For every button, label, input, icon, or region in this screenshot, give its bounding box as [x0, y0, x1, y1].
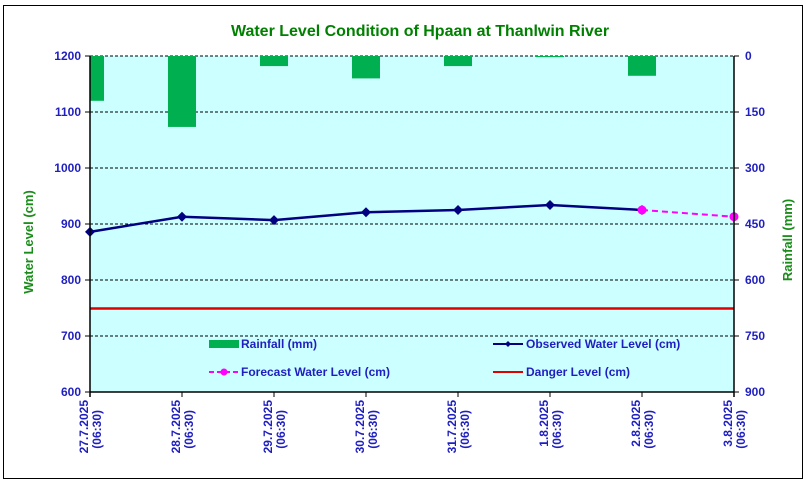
- x-tick-date: 28.7.2025: [169, 400, 183, 454]
- y-tick-label: 700: [61, 329, 81, 343]
- y-tick-label: 1200: [54, 49, 81, 63]
- x-tick-label: 30.7.2025 (06:30): [353, 400, 380, 454]
- y-tick-label: 600: [61, 385, 81, 399]
- legend: Rainfall (mm) Observed Water Level (cm) Fo…: [209, 337, 680, 379]
- x-tick-time: (06:30): [182, 410, 196, 449]
- x-tick-date: 27.7.2025: [77, 400, 91, 454]
- y2-tick-label: 450: [745, 217, 765, 231]
- rainfall-bar: [260, 56, 288, 67]
- chart-title: Water Level Condition of Hpaan at Thanlw…: [231, 23, 609, 40]
- legend-forecast-label: Forecast Water Level (cm): [241, 365, 390, 379]
- y-tick-label: 1000: [54, 161, 81, 175]
- tick-labels: 600 700 800 900 1000 1100 1200 0 150 300 450 600 750…: [54, 49, 765, 453]
- rainfall-bar: [352, 56, 380, 79]
- x-tick-time: (06:30): [642, 410, 656, 449]
- y-tick-label: 1100: [55, 105, 81, 119]
- rainfall-bar: [628, 56, 656, 76]
- y-tick-label: 900: [61, 217, 81, 231]
- x-tick-label: 31.7.2025 (06:30): [445, 400, 472, 454]
- x-tick-label: 3.8.2025 (06:30): [721, 400, 748, 449]
- legend-danger-label: Danger Level (cm): [526, 365, 630, 379]
- x-tick-date: 30.7.2025: [353, 400, 367, 454]
- y2-axis-label: Rainfall (mm): [780, 199, 795, 281]
- y-tick-label: 800: [61, 273, 81, 287]
- y2-tick-label: 150: [745, 105, 765, 119]
- x-tick-label: 27.7.2025 (06:30): [77, 400, 104, 454]
- legend-rainfall-swatch: [209, 340, 239, 348]
- x-tick-time: (06:30): [366, 410, 380, 449]
- rainfall-bar: [536, 56, 564, 58]
- axes: [85, 55, 739, 397]
- y2-tick-label: 600: [745, 273, 765, 287]
- x-tick-label: 28.7.2025 (06:30): [169, 400, 196, 454]
- y2-tick-label: 0: [745, 49, 752, 63]
- x-tick-date: 2.8.2025: [629, 400, 643, 447]
- x-tick-label: 29.7.2025 (06:30): [261, 400, 288, 454]
- rainfall-bar: [90, 56, 104, 101]
- observed-point: [269, 215, 279, 226]
- y-axis-label: Water Level (cm): [21, 190, 36, 294]
- y2-tick-label: 750: [745, 329, 765, 343]
- observed-point: [545, 199, 555, 210]
- y2-tick-label: 900: [745, 385, 765, 399]
- legend-forecast-marker: [220, 368, 228, 376]
- rainfall-bar: [168, 56, 196, 127]
- x-tick-time: (06:30): [90, 410, 104, 449]
- x-tick-label: 2.8.2025 (06:30): [629, 400, 656, 449]
- legend-observed-marker: [505, 341, 511, 347]
- x-tick-date: 29.7.2025: [261, 400, 275, 454]
- forecast-water-level-line: [641, 209, 735, 218]
- x-tick-date: 1.8.2025: [537, 400, 551, 447]
- x-tick-date: 3.8.2025: [721, 400, 735, 447]
- x-tick-time: (06:30): [274, 410, 288, 449]
- y2-tick-label: 300: [745, 161, 765, 175]
- x-tick-time: (06:30): [550, 410, 564, 449]
- forecast-point: [637, 205, 647, 215]
- x-tick-time: (06:30): [734, 410, 748, 449]
- observed-point: [361, 207, 371, 218]
- rainfall-bar: [444, 56, 472, 67]
- observed-point: [453, 205, 463, 215]
- rainfall-bars: [90, 56, 656, 127]
- x-tick-label: 1.8.2025 (06:30): [537, 400, 564, 449]
- legend-rainfall-label: Rainfall (mm): [241, 337, 317, 351]
- x-tick-time: (06:30): [458, 410, 472, 449]
- observed-point: [177, 211, 187, 222]
- legend-observed-label: Observed Water Level (cm): [526, 337, 680, 351]
- x-tick-date: 31.7.2025: [445, 400, 459, 454]
- gridlines: [90, 55, 734, 337]
